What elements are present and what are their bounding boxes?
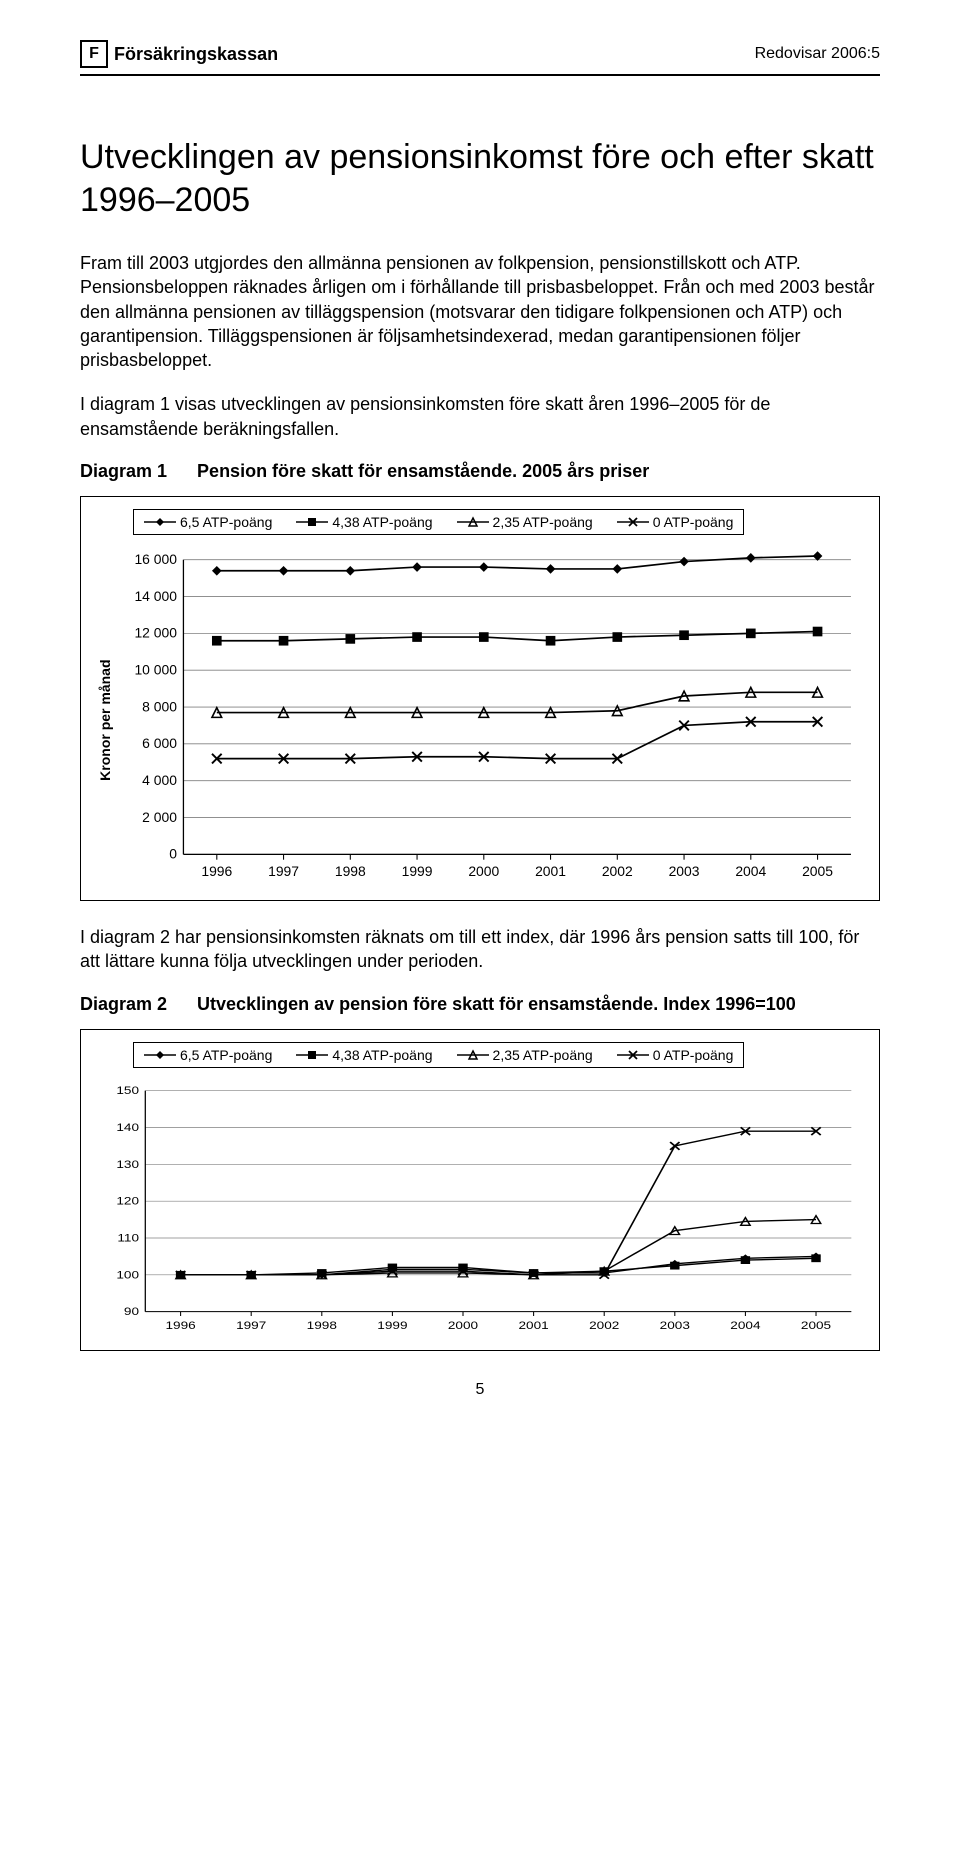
legend-item: 2,35 ATP-poäng	[457, 514, 593, 530]
svg-text:2003: 2003	[660, 1319, 690, 1332]
svg-text:1999: 1999	[377, 1319, 407, 1332]
svg-text:12 000: 12 000	[134, 625, 177, 641]
svg-text:2005: 2005	[802, 863, 833, 879]
svg-text:1996: 1996	[165, 1319, 195, 1332]
svg-text:2001: 2001	[535, 863, 566, 879]
paragraph-1: Fram till 2003 utgjordes den allmänna pe…	[80, 251, 880, 372]
svg-text:2000: 2000	[448, 1319, 478, 1332]
logo-letter: F	[89, 45, 99, 63]
legend-item: 0 ATP-poäng	[617, 1047, 734, 1063]
legend-item: 4,38 ATP-poäng	[296, 1047, 432, 1063]
svg-text:100: 100	[116, 1268, 139, 1281]
svg-text:2 000: 2 000	[142, 809, 177, 825]
svg-text:1999: 1999	[402, 863, 433, 879]
page-number: 5	[80, 1381, 880, 1399]
svg-text:1998: 1998	[307, 1319, 337, 1332]
chart1-legend: 6,5 ATP-poäng 4,38 ATP-poäng 2,35 ATP-po…	[133, 509, 744, 535]
chart1-plot: 0 2 000 4 000 6 000 8 000 10 000 12 000 14 000 1…	[117, 549, 867, 892]
chart2-legend: 6,5 ATP-poäng 4,38 ATP-poäng 2,35 ATP-po…	[133, 1042, 744, 1068]
svg-text:2004: 2004	[730, 1319, 760, 1332]
logo-text: Försäkringskassan	[114, 44, 278, 65]
diagram2-title: Utvecklingen av pension före skatt för e…	[197, 994, 796, 1015]
svg-text:0: 0	[169, 846, 177, 862]
legend-item: 0 ATP-poäng	[617, 514, 734, 530]
svg-text:2005: 2005	[801, 1319, 831, 1332]
svg-text:16 000: 16 000	[134, 551, 177, 567]
legend-item: 2,35 ATP-poäng	[457, 1047, 593, 1063]
svg-text:6 000: 6 000	[142, 735, 177, 751]
header-right-text: Redovisar 2006:5	[755, 45, 880, 63]
svg-text:2000: 2000	[468, 863, 499, 879]
svg-text:1997: 1997	[236, 1319, 266, 1332]
svg-text:2001: 2001	[518, 1319, 548, 1332]
diagram1-num: Diagram 1	[80, 461, 167, 482]
svg-text:130: 130	[116, 1157, 139, 1170]
diagram2-label: Diagram 2 Utvecklingen av pension före s…	[80, 994, 880, 1015]
svg-text:10 000: 10 000	[134, 662, 177, 678]
page-header: F Försäkringskassan Redovisar 2006:5	[80, 40, 880, 76]
chart1-y-axis-label: Kronor per månad	[93, 549, 117, 892]
diagram1-title: Pension före skatt för ensamstående. 200…	[197, 461, 649, 482]
logo: F Försäkringskassan	[80, 40, 278, 68]
svg-text:150: 150	[116, 1084, 139, 1097]
legend-item: 6,5 ATP-poäng	[144, 1047, 272, 1063]
legend-item: 6,5 ATP-poäng	[144, 514, 272, 530]
svg-text:14 000: 14 000	[134, 588, 177, 604]
legend-item: 4,38 ATP-poäng	[296, 514, 432, 530]
svg-text:2003: 2003	[669, 863, 700, 879]
svg-text:2002: 2002	[589, 1319, 619, 1332]
chart1-container: 6,5 ATP-poäng 4,38 ATP-poäng 2,35 ATP-po…	[80, 496, 880, 901]
svg-text:120: 120	[116, 1194, 139, 1207]
svg-text:110: 110	[117, 1231, 139, 1244]
svg-text:8 000: 8 000	[142, 698, 177, 714]
chart2-plot: 90 100 110 120 130 140 150 1996 1997 1998 1999 2000…	[93, 1082, 867, 1342]
diagram2-num: Diagram 2	[80, 994, 167, 1015]
svg-text:140: 140	[116, 1121, 139, 1134]
logo-icon: F	[80, 40, 108, 68]
svg-text:90: 90	[124, 1305, 139, 1318]
page-title: Utvecklingen av pensionsinkomst före och…	[80, 136, 880, 221]
svg-text:1996: 1996	[201, 863, 232, 879]
svg-text:4 000: 4 000	[142, 772, 177, 788]
paragraph-3: I diagram 2 har pensionsinkomsten räknat…	[80, 925, 880, 974]
svg-text:2004: 2004	[735, 863, 766, 879]
svg-text:1997: 1997	[268, 863, 299, 879]
diagram1-label: Diagram 1 Pension före skatt för ensamst…	[80, 461, 880, 482]
svg-text:1998: 1998	[335, 863, 366, 879]
svg-text:2002: 2002	[602, 863, 633, 879]
chart2-container: 6,5 ATP-poäng 4,38 ATP-poäng 2,35 ATP-po…	[80, 1029, 880, 1351]
paragraph-2: I diagram 1 visas utvecklingen av pensio…	[80, 392, 880, 441]
